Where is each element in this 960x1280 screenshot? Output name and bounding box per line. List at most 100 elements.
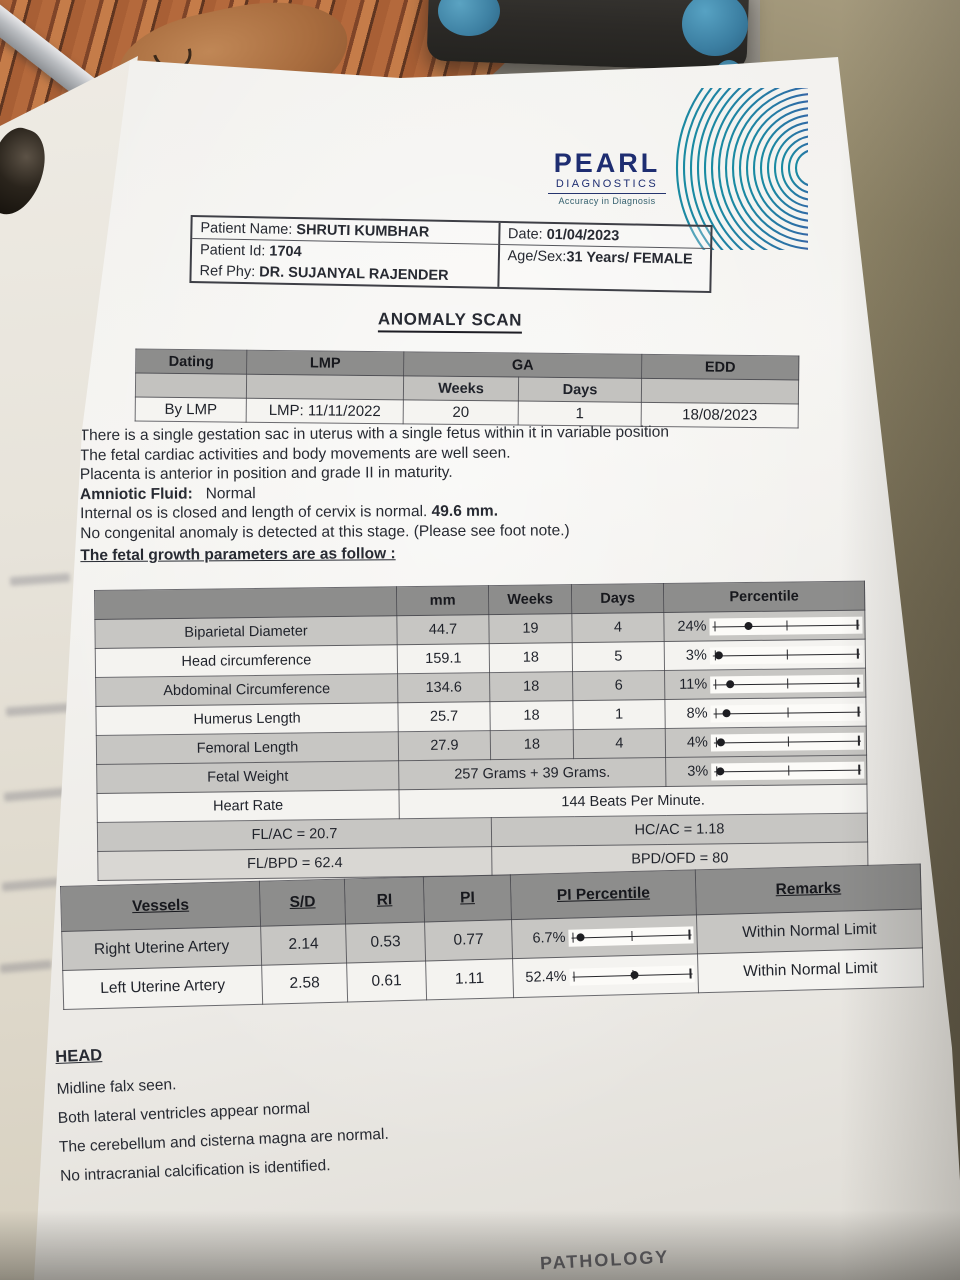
age-sex-value: 31 Years/ FEMALE xyxy=(566,249,693,268)
param-days: 6 xyxy=(572,670,665,701)
dating-table: Dating LMP GA EDD Weeks Days By LMP LMP:… xyxy=(135,349,800,429)
percentile-value: 24% xyxy=(677,618,707,635)
date-label: Date: xyxy=(507,226,543,243)
percentile-plot xyxy=(710,732,865,751)
sd-header: S/D xyxy=(259,879,346,927)
param-mm: 134.6 xyxy=(397,672,490,703)
empty-cell xyxy=(135,373,247,399)
percentile-plot xyxy=(710,703,864,722)
edd-col-header: EDD xyxy=(641,354,799,380)
param-weeks: 18 xyxy=(489,671,573,702)
vessel-name: Left Uterine Artery xyxy=(62,965,263,1010)
patient-id-label: Patient Id: xyxy=(199,242,266,260)
logo-block: PEARL DIAGNOSTICS Accuracy in Diagnosis xyxy=(548,150,666,206)
vessel-remarks: Within Normal Limit xyxy=(696,908,923,954)
ref-phy-label: Ref Phy: xyxy=(199,263,256,281)
cervix-text: Internal os is closed and length of cerv… xyxy=(80,503,428,523)
empty-cell xyxy=(641,378,799,404)
percentile-plot xyxy=(710,674,864,693)
patient-info-box: Patient Name: SHRUTI KUMBHAR Patient Id:… xyxy=(189,214,713,294)
amniotic-fluid-label: Amniotic Fluid: xyxy=(79,484,193,503)
vessel-percentile-cell: 52.4% xyxy=(512,953,699,998)
percentile-dot xyxy=(744,621,753,631)
ref-phy-row: Ref Phy: DR. SUJANYAL RAJENDER xyxy=(191,260,497,287)
percentile-value: 6.7% xyxy=(532,929,566,947)
pi-percentile-header: PI Percentile xyxy=(510,869,697,920)
param-percentile-cell: 3% xyxy=(664,639,866,671)
param-percentile-cell: 8% xyxy=(664,697,867,729)
param-weeks: 18 xyxy=(490,729,574,760)
percentile-dot xyxy=(630,970,639,980)
vessel-name: Right Uterine Artery xyxy=(61,926,262,971)
percentile-plot xyxy=(569,964,695,986)
empty-cell xyxy=(246,374,404,400)
param-label: Femoral Length xyxy=(96,731,399,765)
percentile-dot xyxy=(714,651,723,660)
param-percentile-cell: 4% xyxy=(665,726,867,758)
param-days: 1 xyxy=(572,699,666,730)
head-findings-section: HEAD Midline falx seen. Both lateral ven… xyxy=(55,1026,620,1191)
vessel-remarks: Within Normal Limit xyxy=(697,947,924,993)
percentile-value: 4% xyxy=(686,734,709,751)
patient-info-right: Date: 01/04/2023 Age/Sex:31 Years/ FEMAL… xyxy=(496,222,711,291)
param-label: Head circumference xyxy=(95,644,398,678)
param-percentile-cell: 11% xyxy=(664,668,866,700)
vessels-header: Vessels xyxy=(60,881,261,932)
percentile-value: 52.4% xyxy=(525,968,567,986)
param-days: 4 xyxy=(573,728,666,759)
logo-type: DIAGNOSTICS xyxy=(555,178,659,190)
logo-tagline: Accuracy in Diagnosis xyxy=(548,193,666,206)
percentile-value: 3% xyxy=(685,647,707,664)
cervix-length-value: 49.6 mm. xyxy=(431,502,499,521)
lmp-col-header: LMP xyxy=(246,350,404,376)
dating-col-header: Dating xyxy=(135,349,247,375)
vessels-table: Vessels S/D RI PI PI Percentile Remarks … xyxy=(60,863,924,1010)
growth-table: mm Weeks Days Percentile Biparietal Diam… xyxy=(94,581,868,881)
percentile-dot xyxy=(716,767,725,776)
param-mm: 44.7 xyxy=(396,614,490,645)
dating-method: By LMP xyxy=(135,397,247,423)
bleedthrough-mark xyxy=(0,959,53,974)
param-weeks: 18 xyxy=(489,700,574,731)
vessel-sd: 2.58 xyxy=(261,963,348,1005)
percentile-value: 3% xyxy=(687,763,709,780)
title-wrap: ANOMALY SCAN xyxy=(34,306,900,337)
patient-info-left: Patient Name: SHRUTI KUMBHAR Patient Id:… xyxy=(191,217,499,287)
ga-weeks-value: 20 xyxy=(403,399,519,426)
finding-line: No congenital anomaly is detected at thi… xyxy=(80,521,570,542)
param-weeks: 18 xyxy=(489,642,573,673)
mm-header: mm xyxy=(396,585,489,616)
ri-header: RI xyxy=(344,876,425,925)
days-subheader: Days xyxy=(518,377,642,403)
logo-name: PEARL xyxy=(553,148,661,178)
pi-header: PI xyxy=(423,874,512,922)
patient-name-value: SHRUTI KUMBHAR xyxy=(296,222,430,241)
param-weeks: 19 xyxy=(488,613,573,644)
param-mm: 25.7 xyxy=(397,701,491,732)
remarks-header: Remarks xyxy=(695,863,922,915)
percentile-value: 8% xyxy=(686,705,708,722)
fetal-weight-value: 257 Grams + 39 Grams. xyxy=(398,757,666,790)
percentile-dot xyxy=(576,933,585,942)
percentile-plot xyxy=(709,616,863,635)
lmp-value: LMP: 11/11/2022 xyxy=(246,398,404,424)
vessel-percentile-cell: 6.7% xyxy=(511,914,698,959)
blue-caster-wheel xyxy=(682,0,748,56)
amniotic-fluid-value: Normal xyxy=(205,484,256,502)
ref-phy-value: DR. SUJANYAL RAJENDER xyxy=(259,264,449,284)
param-percentile-cell: 3% xyxy=(665,755,867,787)
weeks-header: Weeks xyxy=(488,584,572,615)
percentile-dot xyxy=(722,709,731,718)
vessel-pi: 1.11 xyxy=(425,958,514,1000)
days-header: Days xyxy=(571,583,664,614)
ratio-right: HC/AC = 1.18 xyxy=(491,813,868,847)
percentile-plot xyxy=(711,761,865,780)
percentile-plot xyxy=(709,645,863,664)
growth-parameters-heading: The fetal growth parameters are as follo… xyxy=(80,545,396,565)
param-mm: 159.1 xyxy=(397,643,490,674)
param-label: Heart Rate xyxy=(96,789,400,823)
param-label: Abdominal Circumference xyxy=(95,673,398,707)
param-label: Humerus Length xyxy=(95,702,399,736)
param-days: 4 xyxy=(571,612,665,643)
